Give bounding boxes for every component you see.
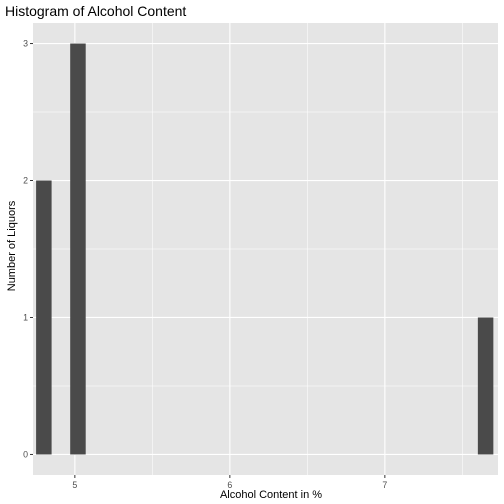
minor-gridlines xyxy=(33,23,498,475)
y-tick-label: 1 xyxy=(23,312,28,322)
y-tick-label: 2 xyxy=(23,176,28,186)
x-tick-label: 5 xyxy=(72,480,77,490)
histogram-bars xyxy=(36,43,494,455)
y-axis-ticks: 0 1 2 3 xyxy=(23,39,33,459)
histogram-bar xyxy=(36,180,52,455)
y-tick-label: 0 xyxy=(23,449,28,459)
x-tick-label: 7 xyxy=(382,480,387,490)
x-axis-ticks: 5 6 7 xyxy=(72,475,387,490)
histogram-bar xyxy=(70,43,86,455)
chart-title: Histogram of Alcohol Content xyxy=(5,3,186,19)
y-axis-label: Number of Liquors xyxy=(6,200,18,291)
histogram-bar xyxy=(477,317,494,455)
y-tick-label: 3 xyxy=(23,39,28,49)
x-tick-label: 6 xyxy=(227,480,232,490)
x-axis-label: Alcohol Content in % xyxy=(220,489,322,501)
